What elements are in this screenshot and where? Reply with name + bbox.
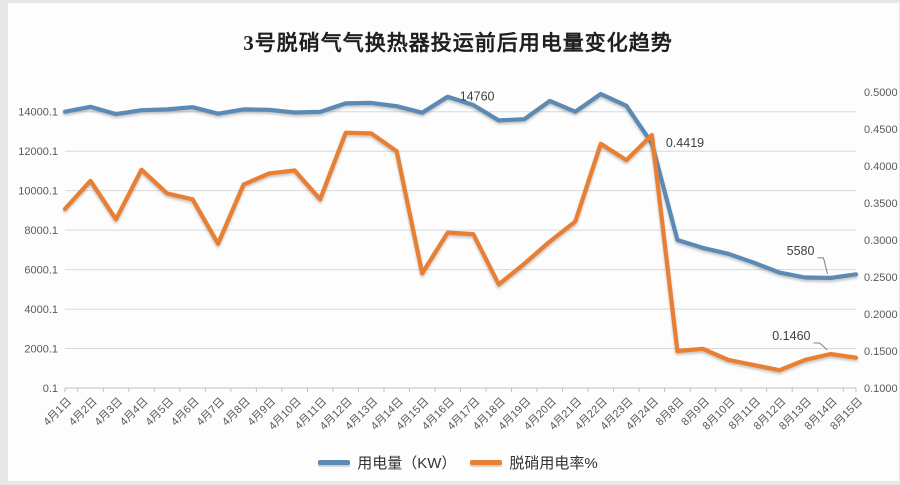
- left-axis-tick-label: 8000.1: [24, 225, 58, 237]
- data-label: 0.4419: [666, 136, 704, 150]
- left-axis-tick-label: 0.1: [43, 383, 58, 395]
- denox-rate-line: [62, 130, 859, 373]
- legend-item-denox-rate: 脱硝用电率%: [470, 452, 598, 473]
- left-axis-tick-label: 6000.1: [24, 265, 58, 277]
- right-axis-tick-label: 0.1000: [864, 383, 898, 395]
- legend-line-swatch-power-consumption: [318, 460, 351, 465]
- power-consumption-line: [62, 91, 859, 280]
- right-axis-tick-label: 0.4500: [864, 124, 898, 136]
- left-axis-tick-label: 10000.1: [18, 186, 58, 198]
- right-axis-tick-label: 0.2500: [864, 272, 898, 284]
- left-axis-tick-label: 14000.1: [18, 107, 58, 119]
- right-axis-tick-label: 0.1500: [864, 346, 898, 358]
- chart-legend: 用电量（KW） 脱硝用电率%: [8, 452, 900, 473]
- chart-sheet: 3号脱硝气气换热器投运前后用电量变化趋势 0.1 2000.1 4000.1 6000…: [8, 3, 899, 481]
- left-axis-tick-label: 12000.1: [18, 146, 58, 158]
- chart-title: 3号脱硝气气换热器投运前后用电量变化趋势: [243, 31, 673, 55]
- legend-label: 用电量（KW）: [357, 455, 457, 472]
- data-label: 0.1460: [772, 329, 810, 343]
- right-axis-tick-label: 0.5000: [864, 87, 898, 99]
- right-axis-tick-label: 0.3500: [864, 198, 898, 210]
- right-axis-tick-label: 0.3000: [864, 235, 898, 247]
- right-axis-tick-label: 0.2000: [864, 309, 898, 321]
- legend-item-power-consumption: 用电量（KW）: [318, 452, 456, 473]
- legend-line-swatch-denox-rate: [470, 460, 503, 465]
- annotation-leader-line: [813, 342, 828, 351]
- data-label: 5580: [787, 244, 815, 258]
- data-label: 14760: [460, 90, 495, 104]
- legend-label: 脱硝用电率%: [509, 455, 598, 472]
- dual-axis-line-chart: 0.1 2000.1 4000.1 6000.1 8000.1 10000.1 12000.…: [18, 87, 898, 433]
- left-axis-tick-label: 2000.1: [24, 344, 58, 356]
- left-axis-tick-label: 4000.1: [24, 304, 58, 316]
- annotation-leader-line: [817, 257, 828, 275]
- right-axis-tick-label: 0.4000: [864, 161, 898, 173]
